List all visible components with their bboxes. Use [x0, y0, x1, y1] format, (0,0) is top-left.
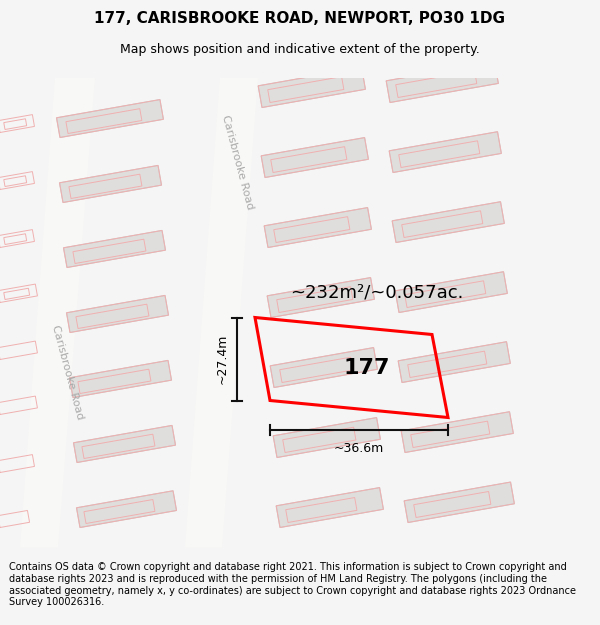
Text: ~232m²/~0.057ac.: ~232m²/~0.057ac.	[290, 284, 463, 301]
Polygon shape	[77, 491, 176, 528]
Text: ~27.4m: ~27.4m	[216, 334, 229, 384]
Polygon shape	[59, 166, 161, 202]
Polygon shape	[386, 62, 499, 102]
Text: 177, CARISBROOKE ROAD, NEWPORT, PO30 1DG: 177, CARISBROOKE ROAD, NEWPORT, PO30 1DG	[95, 11, 505, 26]
Polygon shape	[56, 99, 163, 138]
Polygon shape	[404, 482, 514, 522]
Polygon shape	[389, 132, 502, 173]
Text: Map shows position and indicative extent of the property.: Map shows position and indicative extent…	[120, 44, 480, 56]
Text: Carisbrooke Road: Carisbrooke Road	[50, 324, 85, 421]
Polygon shape	[267, 278, 374, 318]
Text: Carisbrooke Road: Carisbrooke Road	[221, 114, 256, 211]
Polygon shape	[398, 342, 511, 382]
Polygon shape	[270, 348, 377, 388]
Polygon shape	[258, 68, 365, 108]
Text: 177: 177	[343, 357, 389, 377]
Polygon shape	[20, 78, 95, 548]
Polygon shape	[264, 208, 371, 248]
Polygon shape	[392, 202, 505, 242]
Polygon shape	[185, 78, 258, 548]
Polygon shape	[276, 488, 383, 528]
Text: Contains OS data © Crown copyright and database right 2021. This information is : Contains OS data © Crown copyright and d…	[9, 562, 576, 608]
Polygon shape	[401, 412, 514, 452]
Polygon shape	[273, 418, 380, 457]
Polygon shape	[64, 231, 166, 268]
Polygon shape	[395, 272, 508, 312]
Polygon shape	[67, 296, 169, 333]
Polygon shape	[70, 361, 172, 398]
Polygon shape	[261, 138, 368, 178]
Polygon shape	[74, 426, 175, 462]
Text: ~36.6m: ~36.6m	[334, 442, 384, 456]
